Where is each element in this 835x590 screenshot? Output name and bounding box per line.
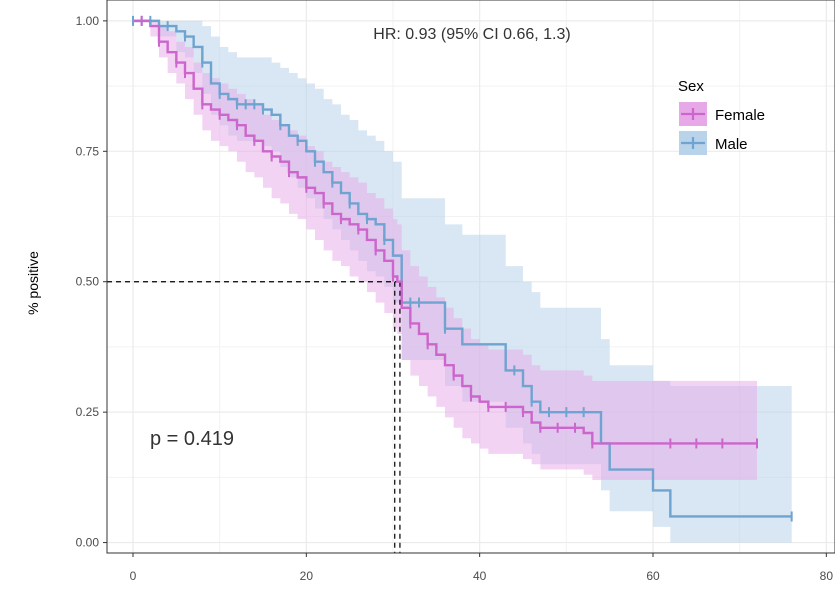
y-tick-label: 0.75 <box>76 144 100 158</box>
x-tick-label: 60 <box>646 569 660 583</box>
censor-marks <box>132 15 793 522</box>
ci-band-female <box>133 20 757 486</box>
x-tick-label: 40 <box>473 569 487 583</box>
legend-item-male: Male <box>679 131 748 155</box>
legend: Sex Female Male <box>678 78 765 155</box>
p-value-annotation: p = 0.419 <box>150 428 234 450</box>
survival-curve-male <box>133 19 792 518</box>
y-tick-label: 0.25 <box>76 405 100 419</box>
y-tick-label: 1.00 <box>76 14 100 28</box>
panel-border <box>106 0 835 554</box>
legend-label-female: Female <box>715 107 765 124</box>
y-tick-label: 0.50 <box>76 275 100 289</box>
legend-label-male: Male <box>715 136 748 153</box>
confidence-bands <box>133 20 792 543</box>
y-axis-label: % positive <box>25 251 41 315</box>
x-tick-label: 0 <box>130 569 137 583</box>
axis-ticks <box>103 20 827 557</box>
legend-title: Sex <box>678 78 704 95</box>
median-lines <box>107 281 401 553</box>
x-tick-label: 20 <box>300 569 314 583</box>
hazard-ratio-annotation: HR: 0.93 (95% CI 0.66, 1.3) <box>373 26 570 43</box>
axis-tick-labels: 0 20 40 60 80 0.00 0.25 0.50 0.75 1.00 <box>76 14 834 583</box>
legend-item-female: Female <box>679 102 765 126</box>
y-tick-label: 0.00 <box>76 536 100 550</box>
x-tick-label: 80 <box>820 569 834 583</box>
